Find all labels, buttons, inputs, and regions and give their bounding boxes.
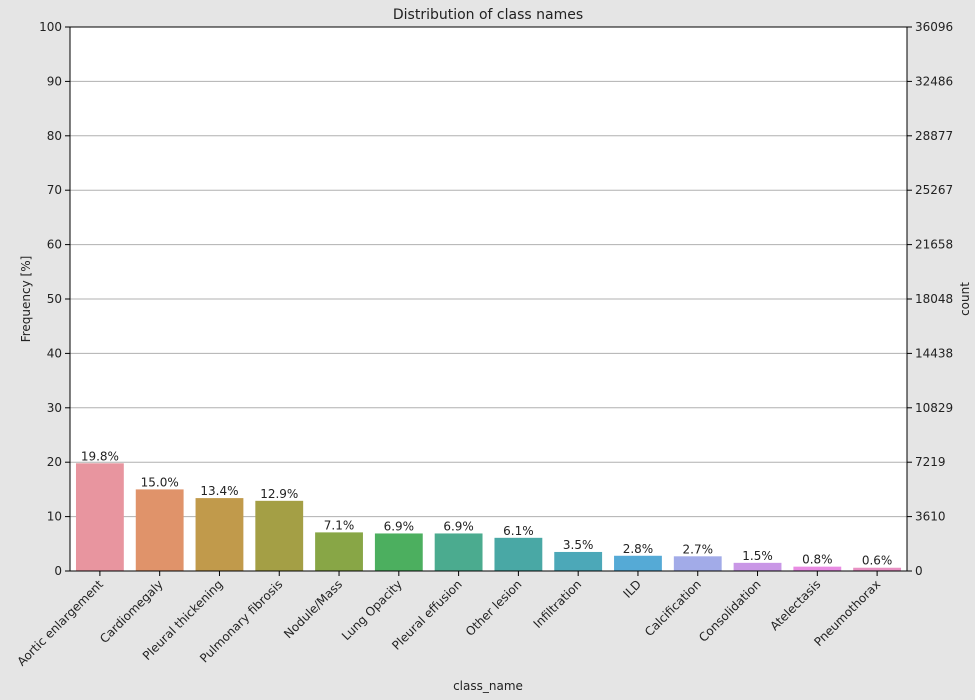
bar-value-label: 15.0% [141,475,179,489]
bar-value-label: 2.8% [623,542,654,556]
x-tick-label: Nodule/Mass [281,577,345,641]
x-tick-label: ILD [620,577,644,601]
y-right-tick-label: 18048 [915,292,953,306]
bar [315,532,363,571]
y-right-tick-label: 0 [915,564,923,578]
bar-value-label: 3.5% [563,538,594,552]
y-right-tick-label: 14438 [915,346,953,360]
y-tick-label: 20 [47,455,62,469]
x-tick-label: Infiltration [531,577,585,631]
y-right-tick-label: 28877 [915,129,953,143]
y-tick-label: 90 [47,74,62,88]
y-axis-label: Frequency [%] [19,256,33,343]
bar [255,500,304,571]
y-right-tick-label: 7219 [915,455,946,469]
y-right-tick-label: 36096 [915,20,953,34]
x-tick-label: Other lesion [463,577,525,639]
bar-value-label: 13.4% [200,484,238,498]
bar [374,533,423,571]
bar-value-label: 6.9% [443,519,474,533]
y-right-tick-label: 32486 [915,74,953,88]
chart-title: Distribution of class names [393,7,583,23]
bar [195,498,244,571]
y-tick-label: 100 [39,20,62,34]
bar-value-label: 19.8% [81,449,119,463]
x-axis-label: class_name [453,679,523,693]
bar [434,533,483,571]
bar-value-label: 0.8% [802,553,833,567]
bar [135,489,184,571]
y-tick-label: 50 [47,292,62,306]
x-tick-label: Calcification [642,577,704,639]
bar [494,537,543,571]
y-tick-label: 60 [47,238,62,252]
bar-value-label: 2.7% [683,542,714,556]
x-tick-label: Cardiomegaly [97,577,166,646]
y-tick-label: 10 [47,510,62,524]
y-tick-label: 40 [47,346,62,360]
y-tick-label: 80 [47,129,62,143]
bar [75,463,124,571]
bar [733,562,782,571]
bar [614,555,662,571]
y-right-tick-label: 10829 [915,401,953,415]
y-tick-label: 30 [47,401,62,415]
bar [673,556,722,571]
bar-value-label: 6.1% [503,524,534,538]
bar-value-label: 0.6% [862,554,893,568]
bar-value-label: 6.9% [384,519,415,533]
bar [853,567,902,571]
y-right-tick-label: 21658 [915,238,953,252]
bar-value-label: 7.1% [324,518,355,532]
bar-value-label: 12.9% [260,487,298,501]
x-tick-label: Aortic enlargement [14,577,106,669]
x-tick-label: Lung Opacity [339,577,405,643]
bar [554,551,603,571]
y-right-tick-label: 3610 [915,510,946,524]
y-tick-label: 0 [54,564,62,578]
bar-value-label: 1.5% [742,549,773,563]
bar [793,566,842,571]
y-axis-right-label: count [958,282,972,316]
y-right-tick-label: 25267 [915,183,953,197]
y-tick-label: 70 [47,183,62,197]
plot-frame [69,26,908,572]
x-tick-label: Consolidation [696,577,764,645]
x-tick-label: Atelectasis [767,577,823,633]
